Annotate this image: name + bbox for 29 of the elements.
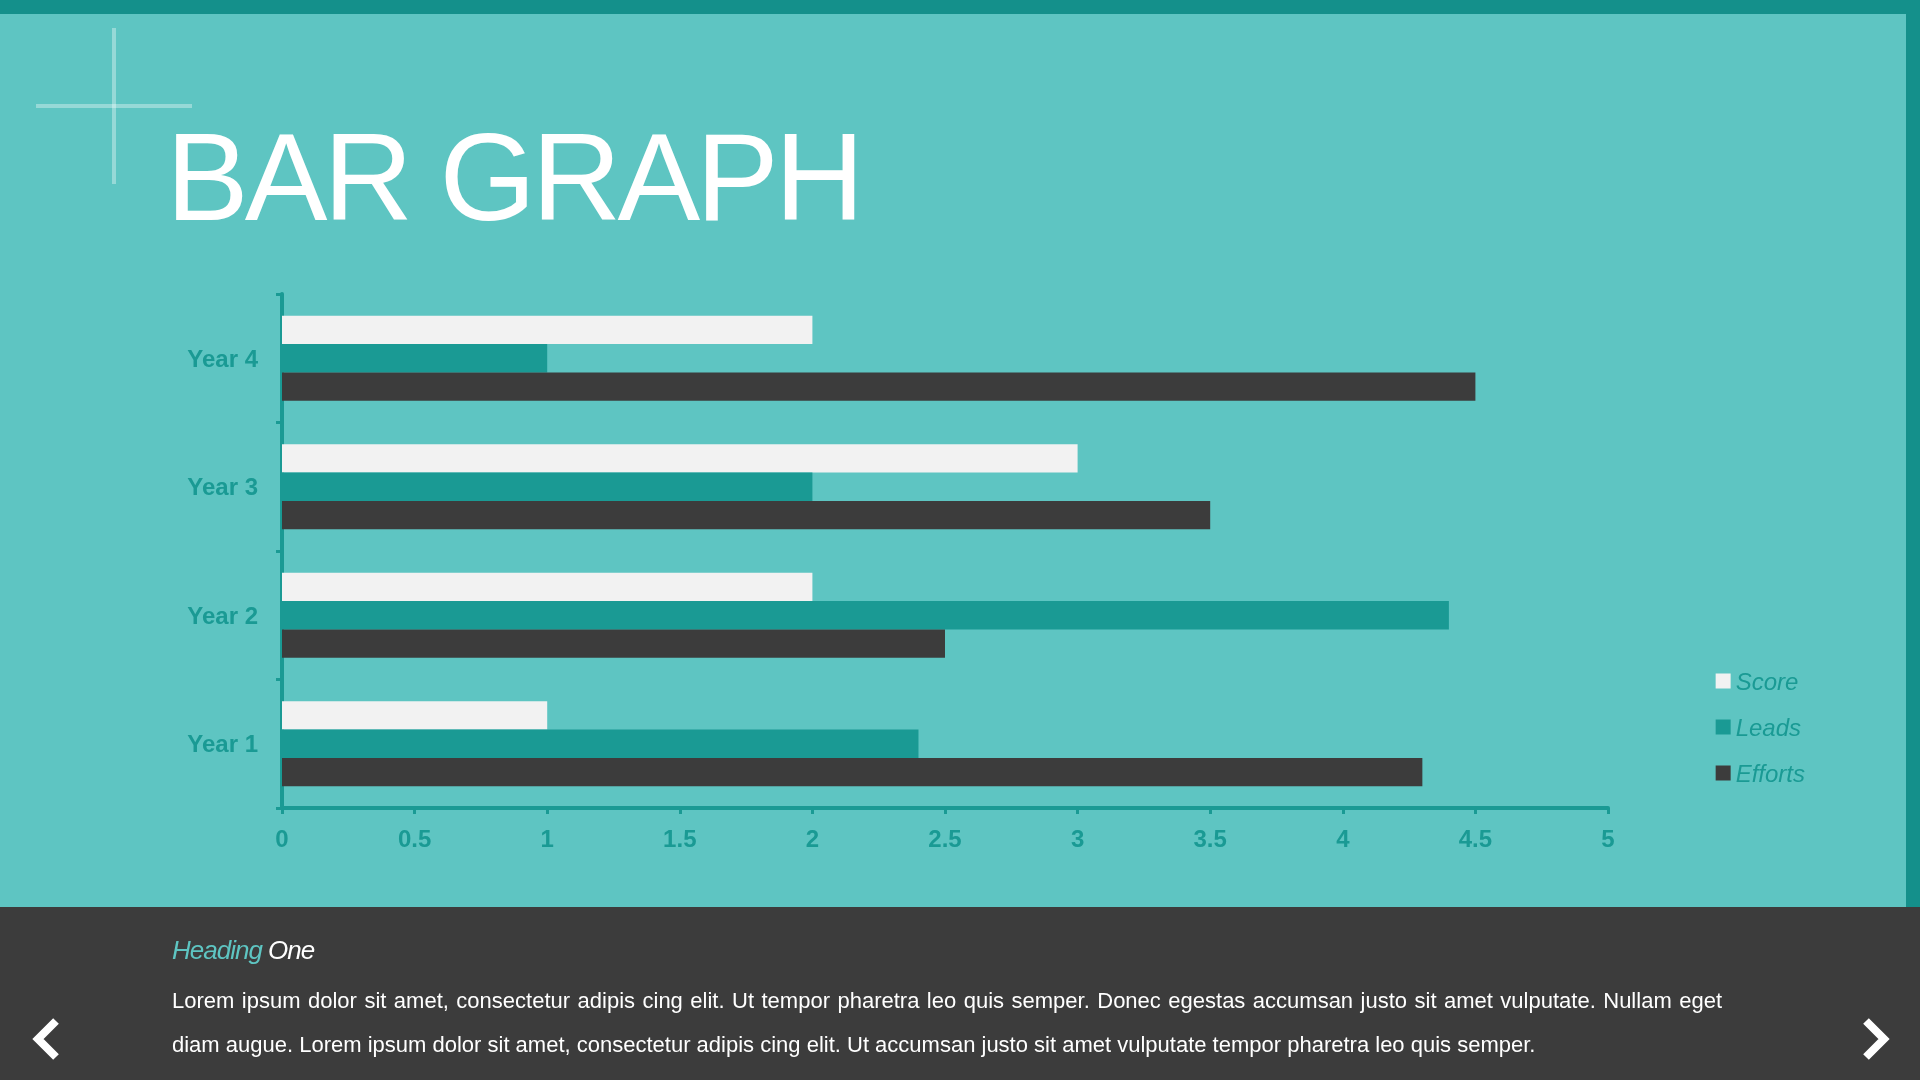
x-tick-label: 1.5 [663, 824, 697, 852]
bar [282, 315, 813, 345]
y-tick-label: Year 4 [187, 344, 259, 372]
bar [282, 444, 1078, 473]
legend-label: Efforts [1735, 759, 1806, 787]
y-tick-label: Year 2 [187, 601, 258, 629]
bar [282, 500, 1211, 530]
x-tick-label: 2.5 [928, 824, 962, 852]
chart-title: BAR GRAPH [166, 108, 861, 246]
x-tick-label: 4.5 [1458, 824, 1493, 852]
x-tick-label: 0.5 [397, 824, 432, 852]
bar [282, 757, 1423, 787]
bar [282, 572, 813, 602]
y-tick-label: Year 1 [187, 730, 258, 758]
x-tick-label: 0 [275, 824, 289, 852]
x-tick-label: 3.5 [1193, 824, 1227, 852]
x-tick-label: 5 [1601, 824, 1615, 852]
x-tick-label: 1 [540, 824, 554, 852]
legend-label: Leads [1735, 713, 1802, 741]
bar [282, 629, 945, 658]
bar [282, 372, 1476, 401]
x-tick-label: 2 [805, 824, 820, 852]
y-tick-label: Year 3 [187, 473, 258, 501]
legend-label: Score [1735, 667, 1799, 695]
x-tick-label: 3 [1070, 824, 1085, 852]
bar [282, 701, 548, 730]
x-tick-label: 4 [1336, 824, 1351, 852]
text: Heading One [172, 935, 315, 966]
text: Lorem ipsum dolor sit amet, consectetur adipis cing elit. Ut tempor pharetra leo quis semper. Donec egestas accumsan justo sit amet vulputate. Nullam eget diam augue. Lorem ipsum dolor sit amet, consectetur adipis cing elit. Ut accumsan justo sit amet vulputate tempor pharetra leo quis semper. [172, 987, 1722, 1059]
